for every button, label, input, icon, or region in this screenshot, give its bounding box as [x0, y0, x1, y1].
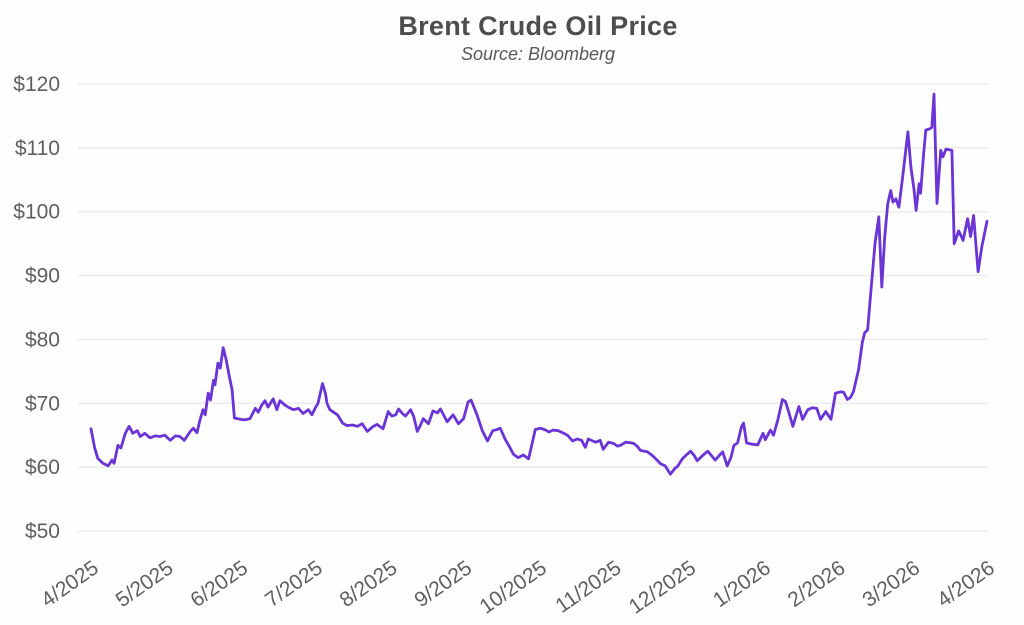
- x-axis-tick-label: 6/2025: [186, 556, 252, 612]
- y-axis-tick-label: $90: [25, 265, 60, 288]
- x-axis-tick-label: 10/2025: [476, 556, 551, 618]
- y-axis-tick-label: $110: [15, 137, 60, 160]
- x-axis-tick-label: 3/2026: [858, 556, 924, 612]
- y-axis-tick-label: $80: [25, 328, 60, 351]
- x-axis-tick-label: 8/2025: [336, 556, 402, 612]
- x-axis-tick-label: 4/2025: [37, 556, 103, 612]
- chart-subtitle: Source: Bloomberg: [460, 44, 616, 64]
- y-axis-tick-label: $70: [25, 392, 60, 415]
- price-series-line: [89, 92, 989, 476]
- x-axis-tick-label: 7/2025: [261, 556, 327, 612]
- y-axis-tick-label: $120: [13, 73, 60, 96]
- x-axis-tick-label: 2/2026: [784, 556, 850, 612]
- y-axis-tick-label: $50: [25, 520, 60, 543]
- x-axis-tick-label: 5/2025: [112, 556, 178, 612]
- x-axis-tick-label: 11/2025: [551, 556, 625, 617]
- y-axis-tick-label: $100: [13, 201, 60, 224]
- chart-title: Brent Crude Oil Price: [398, 11, 678, 41]
- x-axis-tick-label: 4/2026: [933, 556, 999, 612]
- y-axis-tick-label: $60: [25, 456, 60, 479]
- x-axis-tick-label: 12/2025: [625, 556, 700, 618]
- x-axis-tick-label: 9/2025: [410, 556, 476, 612]
- x-axis-tick-label: 1/2026: [709, 556, 775, 612]
